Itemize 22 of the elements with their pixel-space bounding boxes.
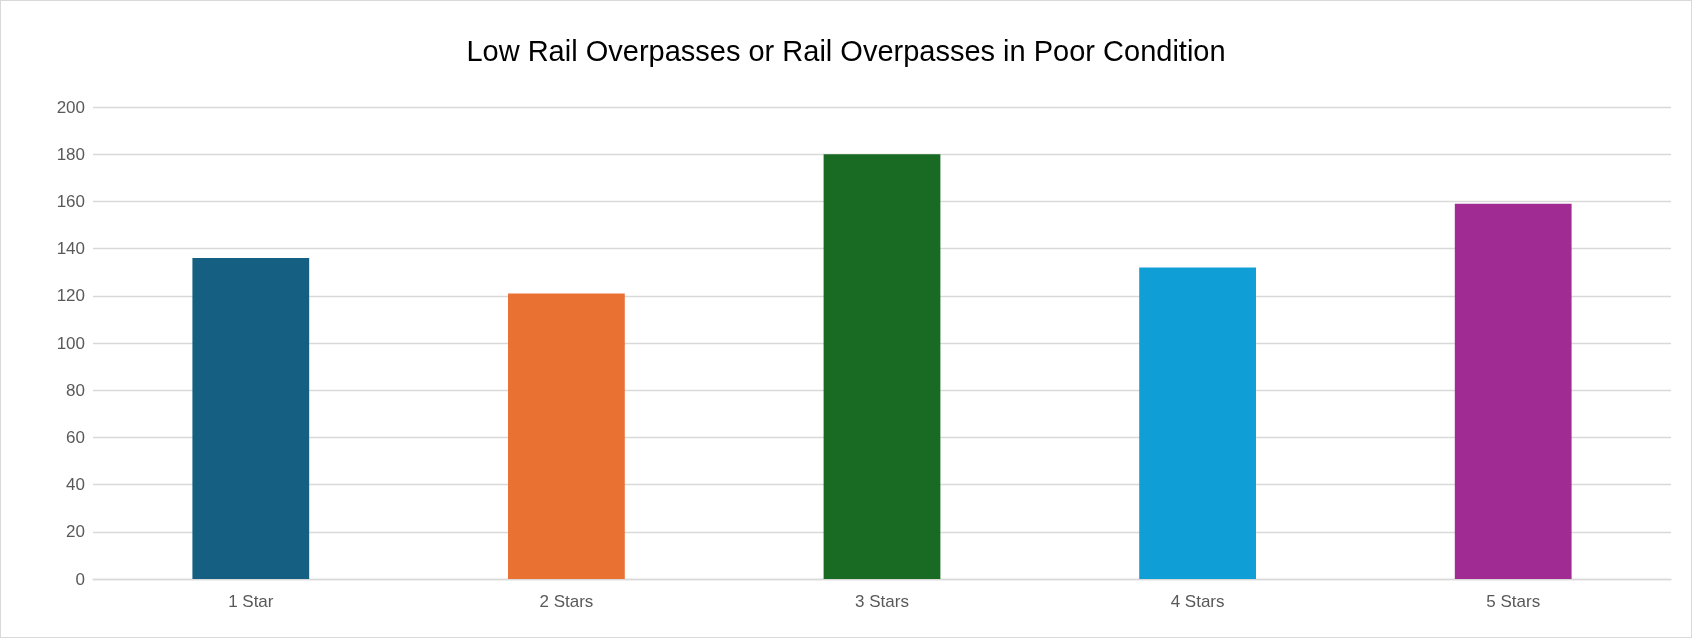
bar (1454, 203, 1572, 579)
y-tick-label: 180 (56, 144, 85, 164)
y-tick-label: 100 (56, 333, 85, 353)
bar (823, 154, 941, 579)
y-tick-label: 140 (56, 239, 85, 259)
y-tick-label: 40 (66, 475, 85, 495)
y-tick-label: 20 (66, 522, 85, 542)
bar (1139, 267, 1256, 579)
x-tick-label: 1 Star (228, 592, 274, 611)
y-tick-label: 0 (75, 569, 85, 589)
y-tick-label: 80 (66, 380, 85, 400)
x-tick-label: 3 Stars (855, 592, 909, 611)
y-tick-label: 160 (56, 191, 85, 211)
x-tick-label: 5 Stars (1486, 592, 1541, 611)
chart-title: Low Rail Overpasses or Rail Overpasses in Poor Condition (466, 34, 1226, 67)
y-tick-label: 120 (56, 286, 85, 306)
bar (508, 293, 625, 579)
bar (192, 258, 310, 579)
y-tick-label: 200 (56, 97, 85, 117)
x-tick-label: 4 Stars (1170, 592, 1225, 611)
x-tick-label: 2 Stars (539, 592, 594, 611)
y-tick-label: 60 (66, 427, 85, 447)
